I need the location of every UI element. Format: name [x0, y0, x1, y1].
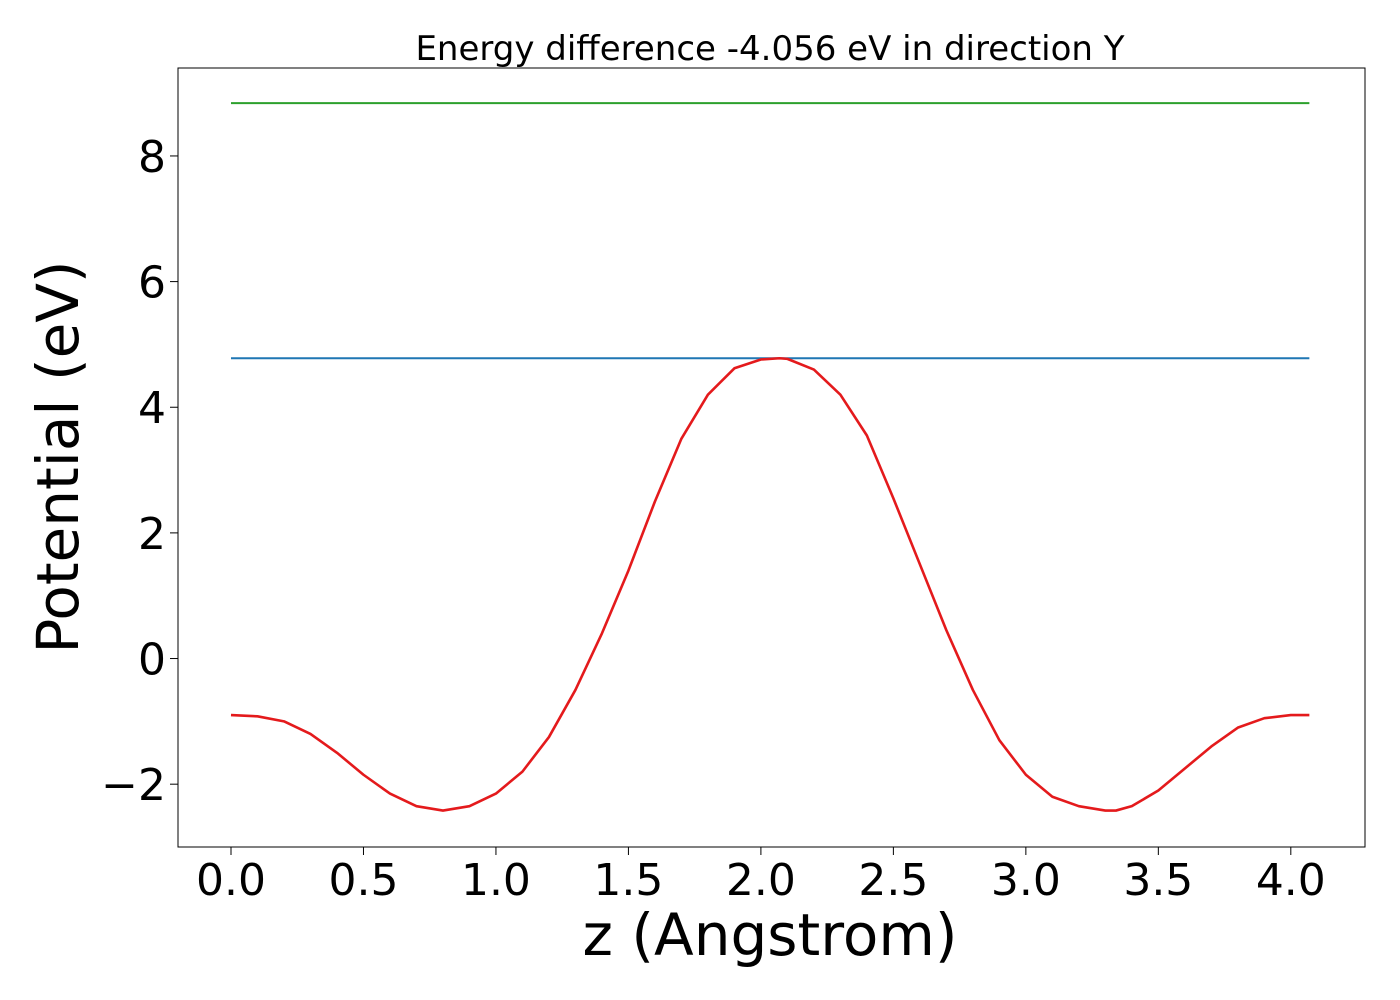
plot-frame: [177, 67, 1366, 848]
y-tick-label: 4: [138, 383, 166, 434]
chart-title: Energy difference -4.056 eV in direction…: [415, 29, 1124, 69]
x-tick-label: 1.0: [461, 855, 531, 906]
y-tick-label: 6: [138, 258, 166, 309]
x-tick-label: 3.5: [1123, 855, 1193, 906]
y-axis-label: Potential (eV): [24, 260, 92, 653]
x-tick-label: 0.5: [328, 855, 398, 906]
x-tick-label: 4.0: [1256, 855, 1326, 906]
y-tick-label: 0: [138, 635, 166, 686]
x-tick-label: 3.0: [991, 855, 1061, 906]
plot-area: [177, 67, 1366, 848]
series-line-2: [230, 356, 1310, 812]
x-tick-label: 0.0: [196, 855, 266, 906]
x-axis-label: z (Angstrom): [583, 901, 958, 969]
x-tick-label: 2.5: [858, 855, 928, 906]
x-tick-label: 1.5: [593, 855, 663, 906]
y-tick-label: 2: [138, 509, 166, 560]
y-axis: −2 0 2 4 6 8: [101, 132, 178, 811]
y-tick-label: −2: [101, 760, 166, 811]
x-axis: 0.0 0.5 1.0 1.5 2.0 2.5 3.0 3.5 4.0: [196, 847, 1326, 906]
y-tick-label: 8: [138, 132, 166, 183]
x-tick-label: 2.0: [726, 855, 796, 906]
